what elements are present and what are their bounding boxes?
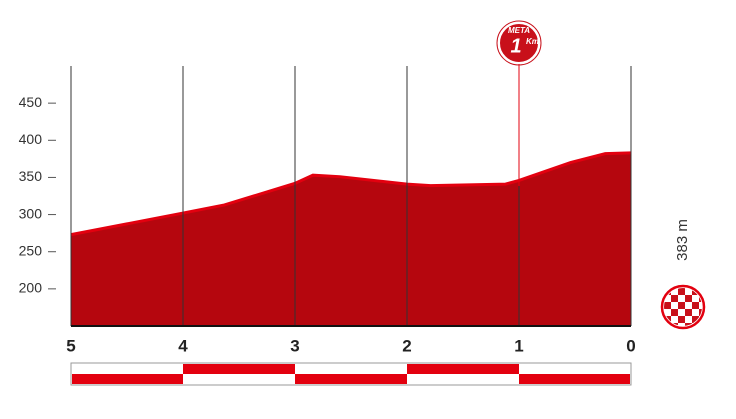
check [685, 309, 692, 316]
check [685, 323, 692, 326]
y-tick-label: 200 [19, 280, 43, 296]
check [678, 316, 685, 323]
profile-area [71, 152, 631, 326]
y-tick-label: 450 [19, 94, 43, 110]
km-bars [70, 362, 632, 386]
check [692, 302, 699, 309]
check [671, 295, 678, 302]
marker-title: META [508, 26, 530, 35]
x-tick-label: 5 [66, 336, 75, 355]
x-tick-label: 2 [402, 336, 411, 355]
check [699, 309, 702, 316]
x-tick-label: 1 [514, 336, 523, 355]
check [699, 323, 702, 326]
check [678, 302, 685, 309]
check [678, 288, 685, 295]
check [671, 309, 678, 316]
check [685, 295, 692, 302]
finish-elevation: 383 m [674, 219, 691, 261]
check [664, 302, 671, 309]
marker-km: 1 [510, 35, 521, 57]
check [692, 316, 699, 323]
x-tick-label: 3 [290, 336, 299, 355]
y-tick-label: 300 [19, 205, 43, 221]
x-tick-label: 0 [626, 336, 635, 355]
marker-badge [498, 22, 540, 64]
marker-unit: Km [526, 37, 539, 46]
marker-ring [496, 20, 542, 66]
y-tick-label: 400 [19, 131, 43, 147]
finish-flag [660, 284, 706, 330]
y-tick-label: 350 [19, 168, 43, 184]
y-tick-label: 250 [19, 242, 43, 258]
x-tick-label: 4 [178, 336, 188, 355]
